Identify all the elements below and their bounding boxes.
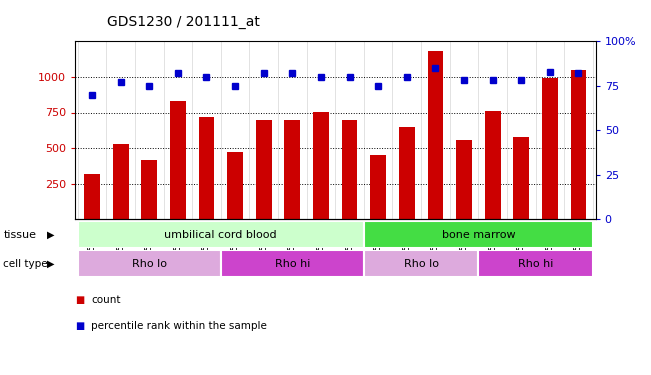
Bar: [514, 138, 529, 219]
Bar: [370, 154, 386, 219]
Text: Rho lo: Rho lo: [404, 259, 439, 268]
Text: ■: ■: [75, 295, 84, 304]
Bar: [221, 250, 364, 277]
Text: Rho hi: Rho hi: [518, 259, 553, 268]
Text: ■: ■: [75, 321, 84, 331]
Bar: [571, 70, 587, 219]
Text: percentile rank within the sample: percentile rank within the sample: [91, 321, 267, 331]
Bar: [141, 160, 157, 219]
Bar: [227, 152, 243, 219]
Bar: [256, 120, 271, 219]
Bar: [456, 140, 472, 219]
Bar: [342, 120, 357, 219]
Text: Rho hi: Rho hi: [275, 259, 310, 268]
Text: ▶: ▶: [47, 259, 55, 268]
Bar: [399, 127, 415, 219]
Text: GDS1230 / 201111_at: GDS1230 / 201111_at: [107, 15, 260, 29]
Bar: [77, 250, 221, 277]
Bar: [478, 250, 593, 277]
Text: ▶: ▶: [47, 230, 55, 240]
Bar: [428, 51, 443, 219]
Bar: [313, 112, 329, 219]
Text: umbilical cord blood: umbilical cord blood: [165, 230, 277, 240]
Bar: [84, 174, 100, 219]
Bar: [77, 221, 364, 248]
Text: tissue: tissue: [3, 230, 36, 240]
Text: cell type: cell type: [3, 259, 48, 268]
Bar: [485, 111, 501, 219]
Text: bone marrow: bone marrow: [441, 230, 515, 240]
Bar: [364, 221, 593, 248]
Bar: [542, 78, 558, 219]
Bar: [113, 144, 128, 219]
Bar: [170, 101, 186, 219]
Bar: [199, 117, 214, 219]
Bar: [364, 250, 478, 277]
Bar: [284, 120, 300, 219]
Text: count: count: [91, 295, 120, 304]
Text: Rho lo: Rho lo: [132, 259, 167, 268]
